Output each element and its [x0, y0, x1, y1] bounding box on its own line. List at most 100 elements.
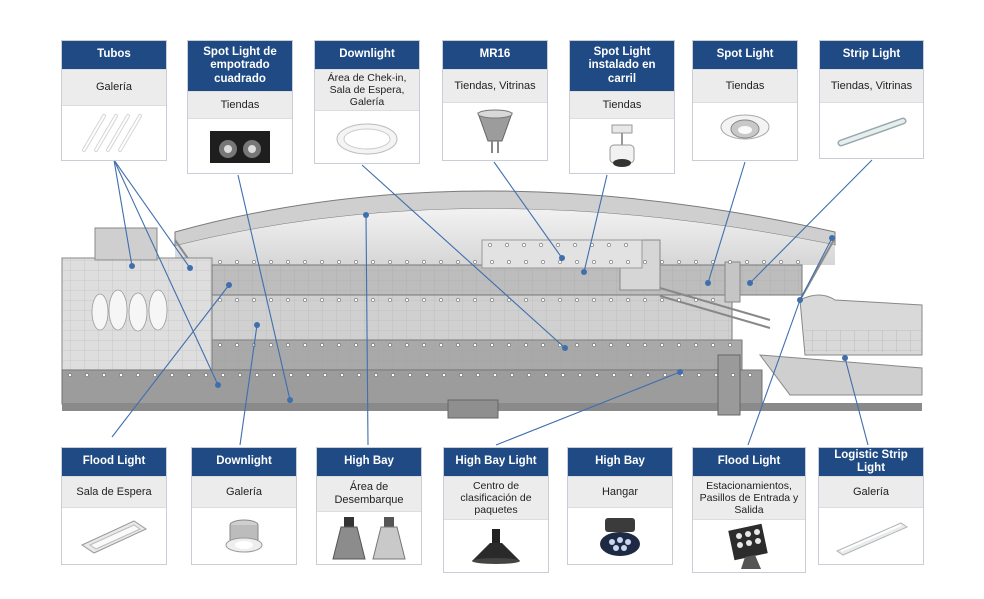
card-title: Downlight [192, 448, 296, 476]
fixture-dot [408, 373, 412, 377]
fixture-dot [558, 260, 562, 264]
fixture-dot [337, 343, 341, 347]
fixture-dot [221, 373, 225, 377]
fixture-dot [544, 373, 548, 377]
fixture-dot [235, 343, 239, 347]
fixture-dot [153, 373, 157, 377]
fixture-dot [442, 373, 446, 377]
fixture-dot [323, 373, 327, 377]
fixture-dot [252, 260, 256, 264]
fixture-dot [643, 298, 647, 302]
fixture-dot [796, 260, 800, 264]
card-title: Spot Light de empotrado cuadrado [188, 41, 292, 91]
fixture-dot [235, 260, 239, 264]
card-location: Galería [192, 476, 296, 508]
fixture-dot [357, 373, 361, 377]
fixture-dot [255, 373, 259, 377]
card-location: Centro de clasificación de paquetes [444, 476, 548, 520]
strip-bar-icon [820, 103, 923, 159]
fixture-dot [745, 260, 749, 264]
fixture-dot [218, 260, 222, 264]
fixture-dot [473, 343, 477, 347]
fixture-dot [575, 343, 579, 347]
fixture-dot [456, 298, 460, 302]
fixture-dot [371, 260, 375, 264]
fixture-dot [629, 373, 633, 377]
fixture-dot [711, 343, 715, 347]
fixture-dot [252, 298, 256, 302]
fixture-dot [272, 373, 276, 377]
card-flood-estacionamientos: Flood Light Estacionamientos, Pasillos d… [692, 447, 806, 573]
card-flood-sala: Flood Light Sala de Espera [61, 447, 167, 565]
led-high-bay-icon [568, 508, 672, 566]
fixture-dot [643, 260, 647, 264]
recessed-square-spot-icon [188, 119, 292, 175]
card-location: Galería [62, 69, 166, 106]
card-title: High Bay [317, 448, 421, 476]
fixture-dot [592, 260, 596, 264]
mr16-bulb-icon [443, 103, 547, 161]
card-location: Tiendas, Vitrinas [443, 69, 547, 103]
fixture-dot [561, 373, 565, 377]
fixture-dot [711, 298, 715, 302]
fixture-dot [405, 343, 409, 347]
fixture-dot [609, 343, 613, 347]
fixture-dot [170, 373, 174, 377]
fixture-dot [405, 298, 409, 302]
fixture-dot [269, 260, 273, 264]
fixture-dot [731, 373, 735, 377]
fixture-dot [320, 343, 324, 347]
fixture-dot [490, 343, 494, 347]
fixture-dot [439, 260, 443, 264]
card-title: High Bay [568, 448, 672, 476]
fixture-dot [289, 373, 293, 377]
fixture-dot [578, 373, 582, 377]
card-location: Tiendas [570, 91, 674, 119]
card-title: Logistic Strip Light [819, 448, 923, 476]
high-bay-pair-icon [317, 512, 421, 566]
fixture-dot [524, 298, 528, 302]
card-downlight-top: Downlight Área de Chek-in, Sala de Esper… [314, 40, 420, 164]
fixture-dot [187, 373, 191, 377]
card-spot-light: Spot Light Tiendas [692, 40, 798, 161]
fixture-dot [388, 298, 392, 302]
fixture-dot [337, 260, 341, 264]
card-mr16: MR16 Tiendas, Vitrinas [442, 40, 548, 161]
fixture-dot [340, 373, 344, 377]
fixture-dot [677, 260, 681, 264]
tube-lights-icon [62, 106, 166, 160]
fixture-dot [643, 343, 647, 347]
fixture-dot [119, 373, 123, 377]
fixture-dot [490, 260, 494, 264]
fixture-dot [286, 298, 290, 302]
card-title: Spot Light [693, 41, 797, 69]
card-title: Downlight [315, 41, 419, 69]
fixture-dot [456, 260, 460, 264]
fixture-dot [522, 243, 526, 247]
card-location: Tiendas [693, 69, 797, 103]
fixture-dot [510, 373, 514, 377]
fixture-dot [136, 373, 140, 377]
fixture-dot [391, 373, 395, 377]
card-tubos: Tubos Galería [61, 40, 167, 161]
fixture-dot [607, 243, 611, 247]
fixture-dot [320, 298, 324, 302]
fixture-dot [660, 343, 664, 347]
ufo-high-bay-icon [444, 520, 548, 574]
fixture-dot [204, 373, 208, 377]
card-location: Hangar [568, 476, 672, 508]
card-title: Strip Light [820, 41, 923, 69]
connector-dots [129, 212, 848, 403]
flood-panel-icon [62, 508, 166, 566]
fixture-dot [354, 298, 358, 302]
fixture-dot [541, 260, 545, 264]
card-location: Estacionamientos, Pasillos de Entrada y … [693, 476, 805, 520]
fixture-dot [524, 260, 528, 264]
fixture-dot [493, 373, 497, 377]
fixture-dot [354, 260, 358, 264]
fixture-dot [558, 298, 562, 302]
fixture-dot [238, 373, 242, 377]
fixture-dot [612, 373, 616, 377]
card-high-bay-hangar: High Bay Hangar [567, 447, 673, 565]
